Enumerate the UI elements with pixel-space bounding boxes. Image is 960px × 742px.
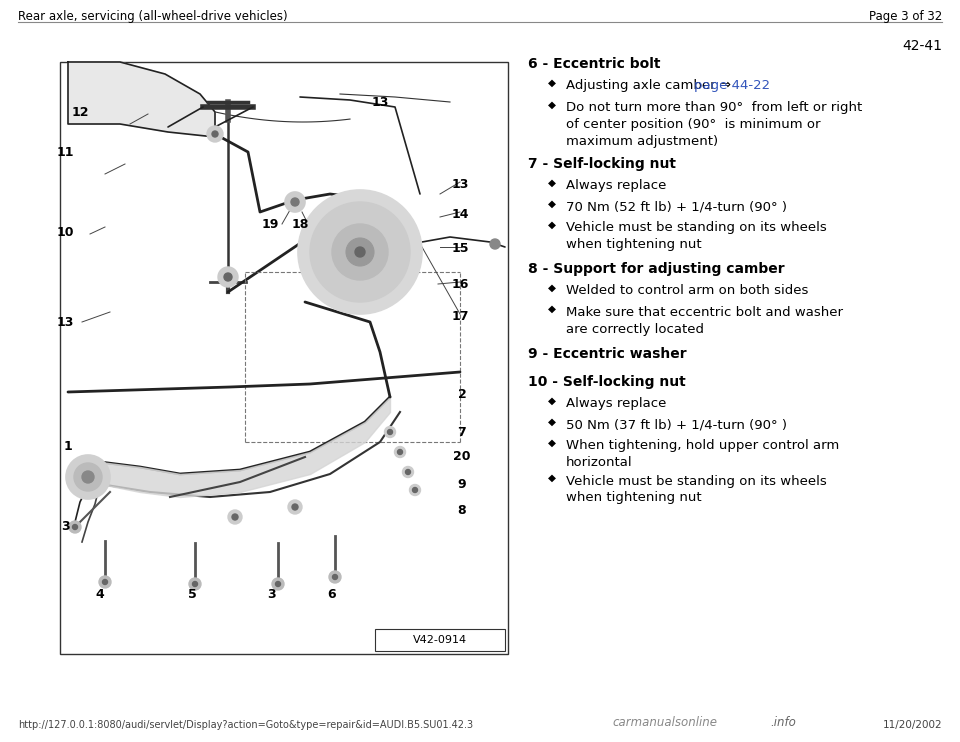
Text: 18: 18: [291, 217, 309, 231]
Circle shape: [490, 239, 500, 249]
Circle shape: [310, 202, 410, 302]
Circle shape: [388, 430, 393, 435]
Text: Do not turn more than 90°  from left or right
of center position (90°  is minimu: Do not turn more than 90° from left or r…: [566, 101, 862, 148]
Text: ◆: ◆: [548, 438, 556, 447]
Text: .info: .info: [770, 716, 796, 729]
Circle shape: [224, 273, 232, 281]
Polygon shape: [68, 62, 215, 137]
Text: 3: 3: [60, 520, 69, 533]
Text: ◆: ◆: [548, 283, 556, 293]
Text: 19: 19: [261, 217, 278, 231]
Circle shape: [272, 578, 284, 590]
Circle shape: [232, 514, 238, 520]
Text: 7: 7: [458, 425, 467, 439]
Circle shape: [103, 580, 108, 585]
Bar: [375, 629, 505, 651]
Text: ◆: ◆: [548, 416, 556, 427]
Circle shape: [73, 525, 78, 530]
Text: 9 - Eccentric washer: 9 - Eccentric washer: [528, 347, 686, 361]
Text: ◆: ◆: [548, 77, 556, 88]
Circle shape: [212, 131, 218, 137]
Text: Welded to control arm on both sides: Welded to control arm on both sides: [566, 284, 808, 298]
Circle shape: [332, 224, 388, 280]
Circle shape: [402, 467, 414, 478]
Circle shape: [82, 471, 94, 483]
Circle shape: [410, 485, 420, 496]
Text: 8 - Support for adjusting camber: 8 - Support for adjusting camber: [528, 263, 784, 277]
Text: 11/20/2002: 11/20/2002: [882, 720, 942, 730]
Circle shape: [288, 500, 302, 514]
Text: Adjusting axle camber ⇒: Adjusting axle camber ⇒: [566, 79, 735, 92]
Text: ◆: ◆: [548, 199, 556, 209]
Text: 13: 13: [372, 96, 389, 108]
Text: Rear axle, servicing (all-wheel-drive vehicles): Rear axle, servicing (all-wheel-drive ve…: [18, 10, 288, 23]
Circle shape: [385, 427, 396, 438]
Text: 10: 10: [57, 226, 74, 238]
Circle shape: [193, 582, 198, 586]
Text: 3: 3: [268, 588, 276, 600]
Circle shape: [298, 190, 422, 314]
Text: Vehicle must be standing on its wheels
when tightening nut: Vehicle must be standing on its wheels w…: [566, 474, 827, 505]
Text: 17: 17: [451, 310, 468, 324]
Circle shape: [355, 247, 365, 257]
Text: page 44-22: page 44-22: [694, 79, 770, 92]
Text: Always replace: Always replace: [566, 397, 666, 410]
Circle shape: [329, 571, 341, 583]
Text: 7 - Self-locking nut: 7 - Self-locking nut: [528, 157, 676, 171]
Text: http://127.0.0.1:8080/audi/servlet/Display?action=Goto&type=repair&id=AUDI.B5.SU: http://127.0.0.1:8080/audi/servlet/Displ…: [18, 720, 473, 730]
Text: 6: 6: [327, 588, 336, 600]
Circle shape: [69, 521, 81, 533]
Circle shape: [276, 582, 280, 586]
Text: 16: 16: [451, 278, 468, 291]
Text: 13: 13: [451, 177, 468, 191]
Bar: [60, 62, 508, 654]
Text: ◆: ◆: [548, 473, 556, 483]
Text: 2: 2: [458, 387, 467, 401]
Text: 1: 1: [63, 441, 72, 453]
Text: ◆: ◆: [548, 99, 556, 110]
Text: ◆: ◆: [548, 220, 556, 229]
Text: 5: 5: [187, 588, 197, 600]
Text: 50 Nm (37 ft lb) + 1/4-turn (90° ): 50 Nm (37 ft lb) + 1/4-turn (90° ): [566, 418, 787, 431]
Text: ◆: ◆: [548, 304, 556, 314]
Circle shape: [74, 463, 102, 491]
Circle shape: [346, 238, 374, 266]
Text: ◆: ◆: [548, 395, 556, 405]
Circle shape: [189, 578, 201, 590]
Circle shape: [332, 574, 338, 580]
Text: 8: 8: [458, 504, 467, 516]
Text: When tightening, hold upper control arm
horizontal: When tightening, hold upper control arm …: [566, 439, 839, 469]
Circle shape: [291, 198, 299, 206]
Text: V42-0914: V42-0914: [413, 635, 468, 645]
Circle shape: [66, 455, 110, 499]
Text: 42-41: 42-41: [902, 39, 942, 53]
Circle shape: [228, 510, 242, 524]
Circle shape: [99, 576, 111, 588]
Circle shape: [207, 126, 223, 142]
Text: 14: 14: [451, 209, 468, 222]
Circle shape: [218, 267, 238, 287]
Circle shape: [397, 450, 402, 455]
Text: 15: 15: [451, 243, 468, 255]
Text: 20: 20: [453, 450, 470, 464]
Text: 4: 4: [96, 588, 105, 600]
Circle shape: [292, 504, 298, 510]
Text: 6 - Eccentric bolt: 6 - Eccentric bolt: [528, 57, 660, 71]
Text: 11: 11: [57, 145, 74, 159]
Text: Always replace: Always replace: [566, 179, 666, 192]
Text: Vehicle must be standing on its wheels
when tightening nut: Vehicle must be standing on its wheels w…: [566, 221, 827, 251]
Text: carmanualsonline: carmanualsonline: [612, 716, 717, 729]
Text: 10 - Self-locking nut: 10 - Self-locking nut: [528, 375, 685, 389]
Circle shape: [285, 192, 305, 212]
Text: 13: 13: [57, 315, 74, 329]
Text: 9: 9: [458, 479, 467, 491]
Circle shape: [405, 470, 411, 474]
Text: Page 3 of 32: Page 3 of 32: [869, 10, 942, 23]
Circle shape: [413, 487, 418, 493]
Text: 12: 12: [71, 105, 88, 119]
Text: 70 Nm (52 ft lb) + 1/4-turn (90° ): 70 Nm (52 ft lb) + 1/4-turn (90° ): [566, 200, 787, 213]
Circle shape: [395, 447, 405, 458]
Text: ◆: ◆: [548, 177, 556, 188]
Text: Make sure that eccentric bolt and washer
are correctly located: Make sure that eccentric bolt and washer…: [566, 306, 843, 335]
